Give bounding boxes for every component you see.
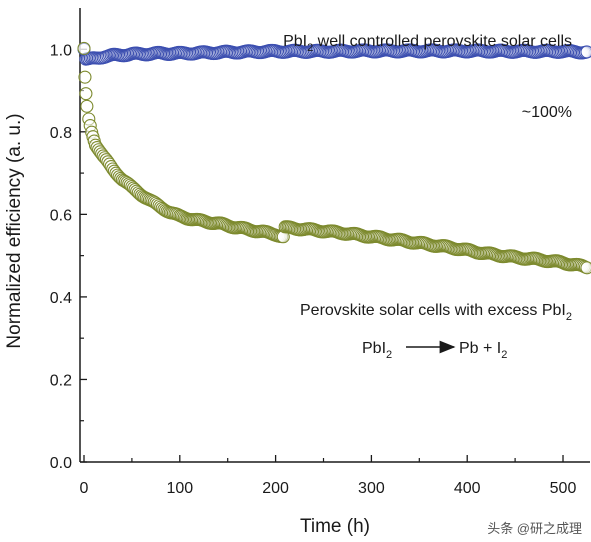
reaction-equation: PbI2 Pb + I2: [362, 340, 507, 361]
y-axis-title: Normalized efficiency (a. u.): [4, 113, 25, 348]
reaction-right-sub: 2: [501, 349, 507, 361]
annotation-top-prefix: PbI: [283, 33, 307, 50]
data-point: [77, 41, 91, 55]
data-point: [80, 99, 94, 113]
data-point: [79, 87, 93, 101]
watermark: 头条 @研之成理: [487, 521, 582, 536]
x-tick-label: 0: [80, 480, 89, 497]
x-tick-label: 400: [454, 480, 481, 497]
y-tick-label: 0.6: [50, 207, 72, 224]
reaction-right: Pb + I2: [459, 340, 507, 361]
x-tick-label: 500: [550, 480, 577, 497]
data-point: [580, 261, 591, 275]
y-tick-label: 0.0: [50, 455, 72, 472]
series-2: [77, 41, 591, 275]
x-tick-label: 300: [358, 480, 385, 497]
annotation-top-suffix: well controlled perovskite solar cells: [313, 33, 572, 50]
y-tick-label: 0.4: [50, 290, 72, 307]
x-axis-title: Time (h): [300, 516, 370, 537]
annotation-bottom-sub: 2: [566, 311, 572, 323]
reaction-left-text: PbI: [362, 340, 386, 357]
data-point: [78, 70, 92, 84]
plot-area: [79, 8, 590, 463]
y-tick-label: 0.8: [50, 125, 72, 142]
annotation-top: PbI2 well controlled perovskite solar ce…: [283, 33, 572, 54]
y-tick-label: 0.2: [50, 372, 72, 389]
annotation-bottom-prefix: Perovskite solar cells with excess PbI: [300, 302, 566, 319]
annotation-percent: ~100%: [522, 104, 572, 121]
series-1: [77, 42, 591, 66]
axis-ticks: 0 100 200 300 400 500 0.0 0.2 0.4 0.6 0.8 1.0: [50, 42, 577, 497]
x-tick-label: 100: [166, 480, 193, 497]
series-layer: [77, 41, 591, 275]
x-tick-label: 200: [262, 480, 289, 497]
annotation-top-sub: 2: [307, 42, 313, 54]
data-point: [580, 45, 591, 59]
annotation-bottom: Perovskite solar cells with excess PbI2: [300, 302, 572, 323]
reaction-left-sub: 2: [386, 349, 392, 361]
reaction-left: PbI2: [362, 340, 392, 361]
reaction-right-text: Pb + I: [459, 340, 501, 357]
y-tick-label: 1.0: [50, 42, 72, 59]
